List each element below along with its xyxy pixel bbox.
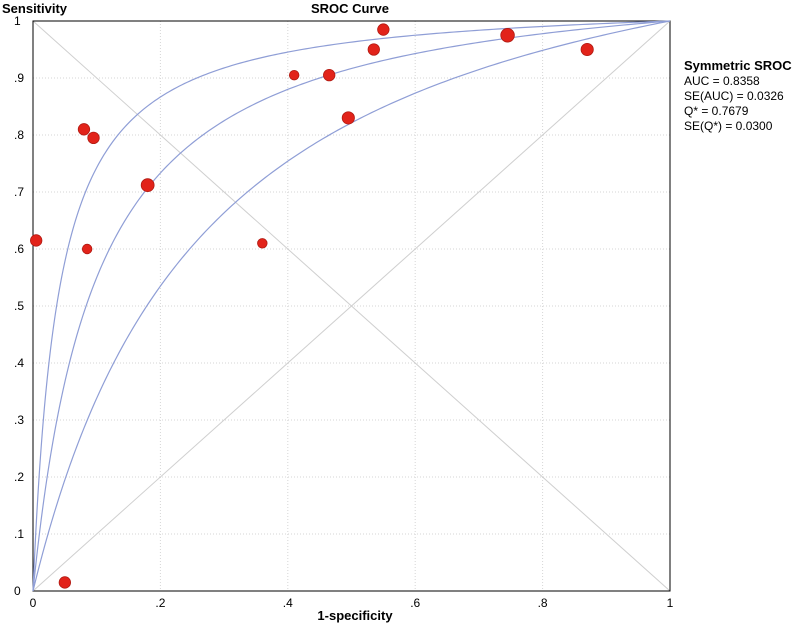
x-axis-label: 1-specificity: [317, 608, 393, 623]
x-tick-label-4: .8: [538, 596, 548, 610]
study-point-2: [77, 123, 91, 136]
y-tick-label-4: .4: [14, 356, 24, 370]
study-point-10: [367, 43, 380, 56]
study-point-4: [87, 131, 100, 145]
plot-frame: [32, 20, 671, 592]
sroc-curve-lower: [32, 20, 671, 592]
study-point-7: [288, 69, 300, 81]
y-tick-label-10: 1: [14, 14, 21, 28]
study-point-12: [500, 28, 515, 43]
study-point-13: [580, 42, 594, 57]
study-point-9: [341, 111, 355, 125]
y-tick-label-3: .3: [14, 413, 24, 427]
y-tick-label-8: .8: [14, 128, 24, 142]
study-point-1: [58, 576, 71, 589]
study-point-8: [323, 69, 336, 82]
y-tick-label-6: .6: [14, 242, 24, 256]
stats-se-q-star: SE(Q*) = 0.0300: [684, 119, 773, 133]
sroc-curve-upper: [32, 20, 671, 592]
study-point-11: [377, 23, 390, 36]
stats-se-auc: SE(AUC) = 0.0326: [684, 89, 784, 103]
sroc-curve-center: [32, 20, 671, 592]
chart-title: SROC Curve: [311, 1, 389, 16]
study-point-6: [257, 238, 268, 249]
study-point-0: [30, 234, 43, 247]
y-tick-label-2: .2: [14, 470, 24, 484]
y-tick-label-0: 0: [14, 584, 21, 598]
study-points: [30, 23, 594, 589]
stats-auc: AUC = 0.8358: [684, 74, 760, 88]
study-point-5: [140, 178, 155, 193]
diagonal-layer: [32, 20, 671, 592]
y-tick-label-9: .9: [14, 71, 24, 85]
x-tick-label-5: 1: [667, 596, 674, 610]
x-tick-label-0: 0: [30, 596, 37, 610]
tick-labels: 0 .2 .4 .6 .8 1 0 .1 .2 .3 .4 .5 .6 .7 .8 .9 1: [14, 14, 674, 610]
stats-q-star: Q* = 0.7679: [684, 104, 749, 118]
y-tick-label-5: .5: [14, 299, 24, 313]
sroc-curves: [32, 20, 671, 592]
x-tick-label-3: .6: [410, 596, 420, 610]
stats-heading: Symmetric SROC: [684, 58, 792, 73]
diagonal-q-line: [32, 20, 671, 592]
stats-panel: Symmetric SROC AUC = 0.8358 SE(AUC) = 0.…: [684, 58, 792, 133]
study-point-3: [81, 243, 93, 255]
y-tick-label-1: .1: [14, 527, 24, 541]
y-axis-label: Sensitivity: [2, 1, 68, 16]
x-tick-label-1: .2: [155, 596, 165, 610]
y-tick-label-7: .7: [14, 185, 24, 199]
x-tick-label-2: .4: [283, 596, 293, 610]
